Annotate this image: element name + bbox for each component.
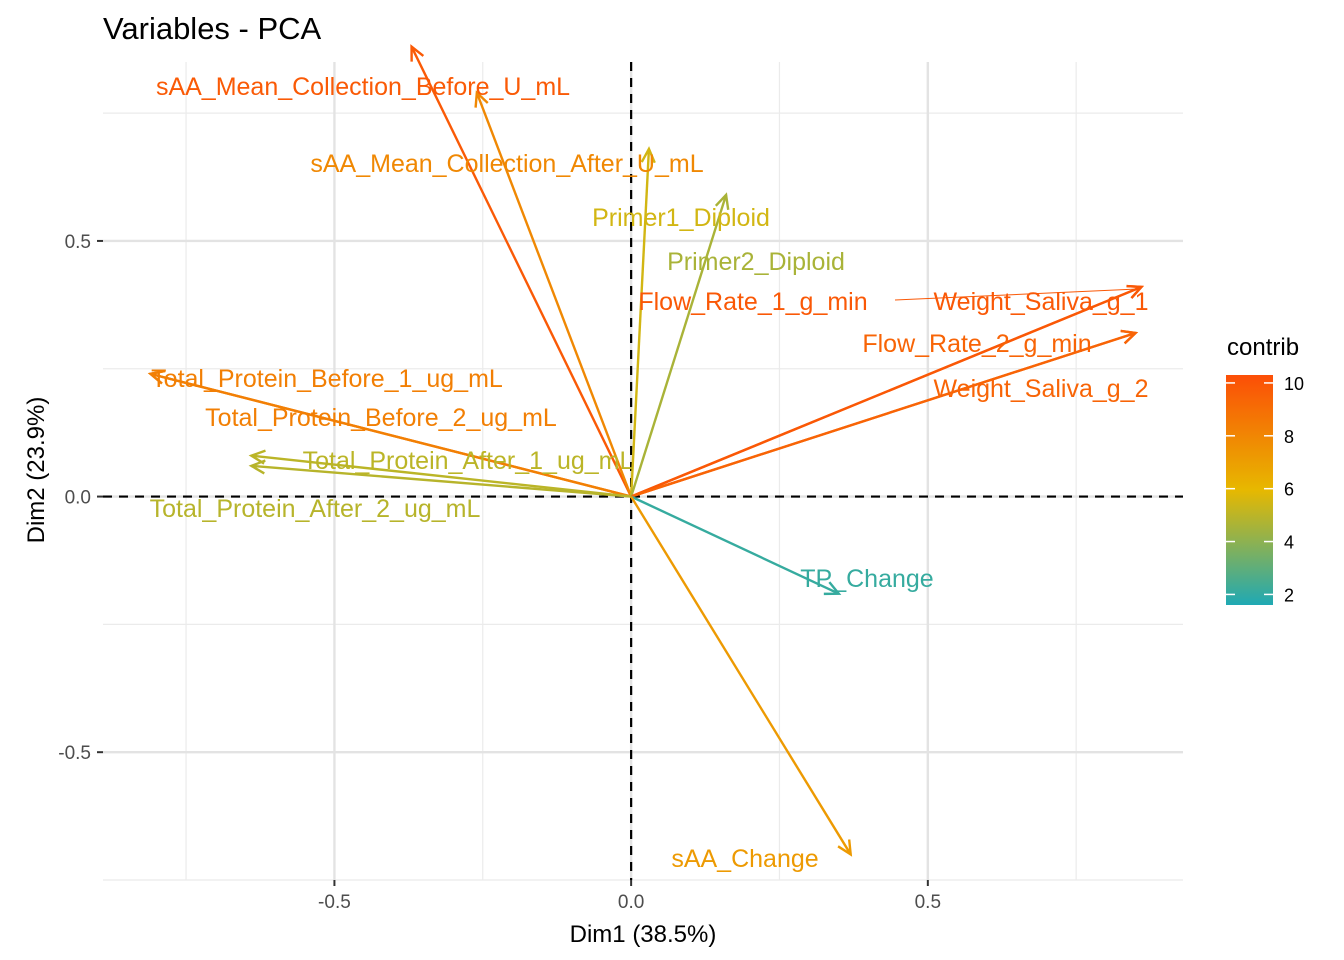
legend-tick-label: 8 [1284,427,1294,447]
label-total-protein-after-2-ug-ml: Total_Protein_After_2_ug_mL [150,495,481,523]
x-tick-label: -0.5 [318,892,351,913]
arrow-saa-mean-collection-before-u-ml [410,46,633,498]
arrow-total-protein-after-1-ug-ml [251,454,632,498]
legend-tick-label: 6 [1284,480,1294,500]
arrowhead-primer2-diploid [714,192,730,210]
chart-title: Variables - PCA [103,11,322,46]
plot-panel [103,62,1183,881]
y-tick-label: -0.5 [58,743,91,764]
arrowhead-total-protein-after-2-ug-ml [248,459,266,475]
y-tick-label: 0.5 [65,232,91,253]
label-total-protein-after-1-ug-ml: Total_Protein_After_1_ug_mL [303,447,634,475]
y-axis-title: Dim2 (23.9%) [23,397,50,544]
arrowhead-weight-saliva-g-1 [1126,284,1145,299]
arrow-weight-saliva-g-1 [630,285,1142,498]
arrowhead-total-protein-after-1-ug-ml [248,449,266,465]
arrowhead-saa-mean-collection-after-u-ml [474,90,489,108]
label-saa-change: sAA_Change [671,845,818,873]
legend-ticks: 2 4 6 8 10 [1226,374,1304,605]
label-saa-mean-collection-before-u-ml: sAA_Mean_Collection_Before_U_mL [156,73,570,101]
label-total-protein-before-1-ug-ml: Total_Protein_Before_1_ug_mL [151,365,503,393]
label-primer1-diploid: Primer1_Diploid [592,204,770,232]
legend-colorbar [1226,375,1273,605]
arrowhead-tp-change [823,581,842,596]
label-saa-mean-collection-after-u-ml: sAA_Mean_Collection_After_U_mL [310,150,703,178]
axis-ticks: -0.5 0.0 0.5 -0.5 0.0 0.5 [58,232,941,913]
arrow-primer2-diploid [629,194,728,497]
label-primer2-diploid: Primer2_Diploid [667,248,845,276]
x-axis-title: Dim1 (38.5%) [570,921,717,948]
arrowhead-total-protein-before-2-ug-ml [147,369,166,385]
legend-tick-label: 4 [1284,533,1294,553]
label-tp-change: TP_Change [800,565,933,593]
arrow-primer1-diploid [629,148,651,497]
x-tick-label: 0.0 [618,892,644,913]
arrow-saa-change [630,495,852,856]
arrowhead-primer1-diploid [640,146,656,164]
y-tick-label: 0.0 [65,488,91,509]
arrow-weight-saliva-g-2 [630,331,1136,498]
label-total-protein-before-2-ug-ml: Total_Protein_Before_2_ug_mL [205,404,557,432]
label-flow-rate-1-g-min: Flow_Rate_1_g_min [638,288,867,316]
arrow-tp-change [630,495,840,595]
variable-labels: sAA_Mean_Collection_Before_U_mL sAA_Mean_… [150,73,1149,873]
arrowhead-weight-saliva-g-2 [1120,329,1139,345]
arrow-saa-mean-collection-after-u-ml [475,92,633,497]
x-tick-label: 0.5 [915,892,941,913]
label-weight-saliva-g-2: Weight_Saliva_g_2 [934,375,1149,403]
label-connector-weight-saliva-g-1 [894,288,1138,301]
arrow-total-protein-before-2-ug-ml [150,372,632,498]
label-weight-saliva-g-1: Weight_Saliva_g_1 [934,288,1149,316]
legend-title: contrib [1227,334,1299,361]
legend-tick-label: 2 [1284,585,1294,605]
contrib-legend: contrib 2 4 6 8 10 [1226,334,1304,605]
variable-arrows [147,44,1145,857]
legend-tick-label: 10 [1284,374,1304,394]
arrowhead-saa-change [837,839,853,857]
label-flow-rate-2-g-min: Flow_Rate_2_g_min [862,330,1091,358]
reference-lines [103,62,1183,880]
arrowhead-saa-mean-collection-before-u-ml [410,44,425,62]
arrow-total-protein-after-2-ug-ml [251,464,632,498]
